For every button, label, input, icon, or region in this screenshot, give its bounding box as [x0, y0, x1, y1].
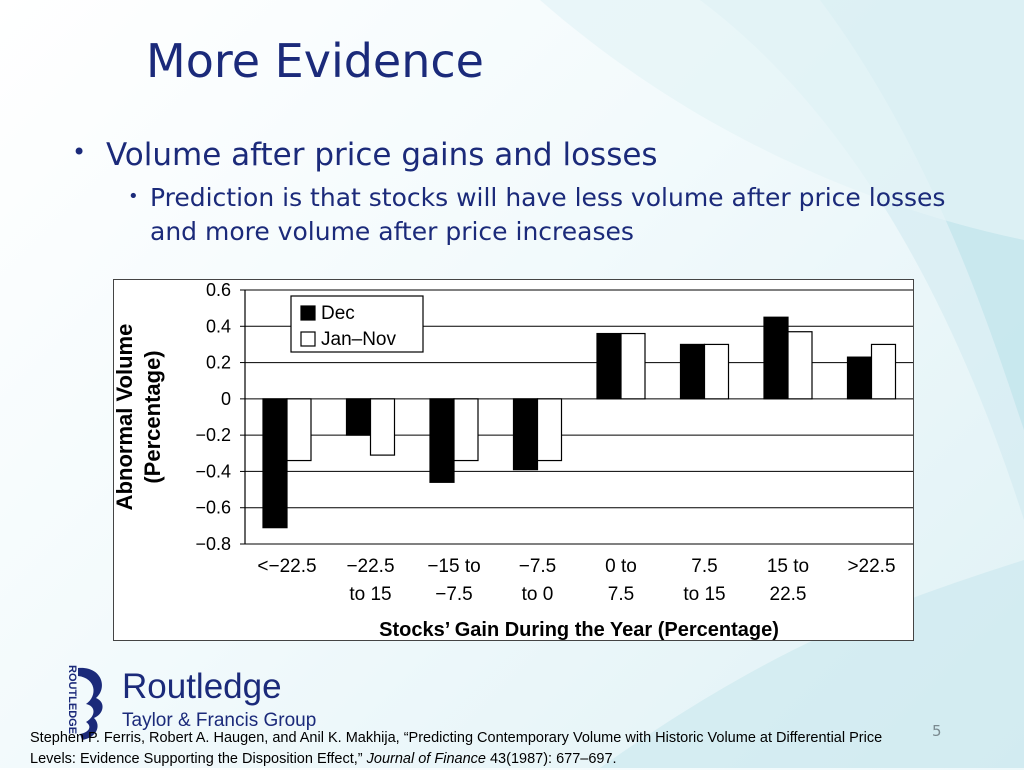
bullet-1-text: Volume after price gains and losses [106, 137, 658, 173]
bullet-2-marker: • [128, 186, 139, 207]
x-tick-label: −7.5 [519, 556, 557, 577]
bar-dec [763, 316, 789, 400]
publisher-subtitle: Taylor & Francis Group [122, 710, 317, 731]
citation: Stephen P. Ferris, Robert A. Haugen, and… [30, 728, 910, 770]
x-tick-label: <−22.5 [257, 556, 316, 577]
slide-title: More Evidence [146, 34, 484, 88]
y-tick-label: −0.2 [195, 425, 231, 445]
y-tick-label: −0.6 [195, 498, 231, 518]
routledge-logo-icon: ROUTLEDGE [66, 665, 103, 740]
bar-dec [345, 398, 372, 436]
bar-jan-nov [369, 398, 396, 456]
citation-journal: Journal of Finance [366, 751, 486, 767]
x-tick-label: to 0 [522, 584, 554, 605]
legend-swatch [300, 331, 316, 347]
x-tick-label: 7.5 [608, 584, 634, 605]
bar-jan-nov [453, 398, 479, 462]
bar-dec [262, 398, 288, 529]
x-tick-label: 15 to [767, 556, 809, 577]
citation-pages: 43(1987): 677–697. [489, 751, 617, 767]
y-tick-label: 0 [221, 389, 231, 409]
chart-container: 0.6 0.4 0.2 0 −0.2 −0.4 −0.6 −0.8 <−22.5 −22.5 to … [113, 279, 914, 641]
legend-swatch [300, 305, 316, 321]
y-tick-label: 0.6 [206, 280, 231, 300]
x-tick-label: −7.5 [435, 584, 473, 605]
y-axis-title: Abnormal Volume [114, 324, 137, 511]
x-tick-label: 22.5 [770, 584, 807, 605]
x-axis-title: Stocks’ Gain During the Year (Percentage… [379, 619, 779, 640]
x-tick-label: −22.5 [346, 556, 394, 577]
bar-dec [512, 398, 539, 471]
bar-dec [846, 356, 873, 400]
logo-vertical-text: ROUTLEDGE [66, 665, 78, 734]
citation-authors-title: Stephen P. Ferris, Robert A. Haugen, and… [30, 730, 883, 767]
legend-label: Dec [321, 303, 355, 324]
y-tick-label: −0.8 [195, 534, 231, 554]
bar-jan-nov [703, 343, 730, 400]
x-tick-label: >22.5 [847, 556, 895, 577]
bullet-2-text: Prediction is that stocks will have less… [150, 183, 946, 246]
x-tick-label: 0 to [605, 556, 637, 577]
bar-dec [429, 398, 455, 483]
x-tick-label: to 15 [683, 584, 725, 605]
y-tick-label: 0.4 [206, 316, 231, 336]
x-tick-label: to 15 [349, 584, 391, 605]
bar-chart: 0.6 0.4 0.2 0 −0.2 −0.4 −0.6 −0.8 <−22.5 −22.5 to … [114, 280, 913, 640]
bar-jan-nov [620, 332, 646, 400]
x-tick-label: 7.5 [691, 556, 717, 577]
bar-jan-nov [536, 398, 563, 462]
y-tick-label: 0.2 [206, 353, 231, 373]
bar-jan-nov [286, 398, 312, 462]
bar-dec [596, 332, 622, 400]
y-tick-label: −0.4 [195, 461, 231, 481]
legend-label: Jan–Nov [321, 329, 396, 350]
bar-dec [679, 343, 706, 400]
bar-jan-nov [870, 343, 897, 400]
bar-jan-nov [787, 331, 813, 400]
page-number: 5 [932, 722, 942, 740]
publisher-name: Routledge [122, 667, 282, 706]
x-tick-label: −15 to [427, 556, 480, 577]
bullet-1-marker: • [72, 138, 87, 166]
y-axis-title-unit: (Percentage) [140, 350, 165, 483]
